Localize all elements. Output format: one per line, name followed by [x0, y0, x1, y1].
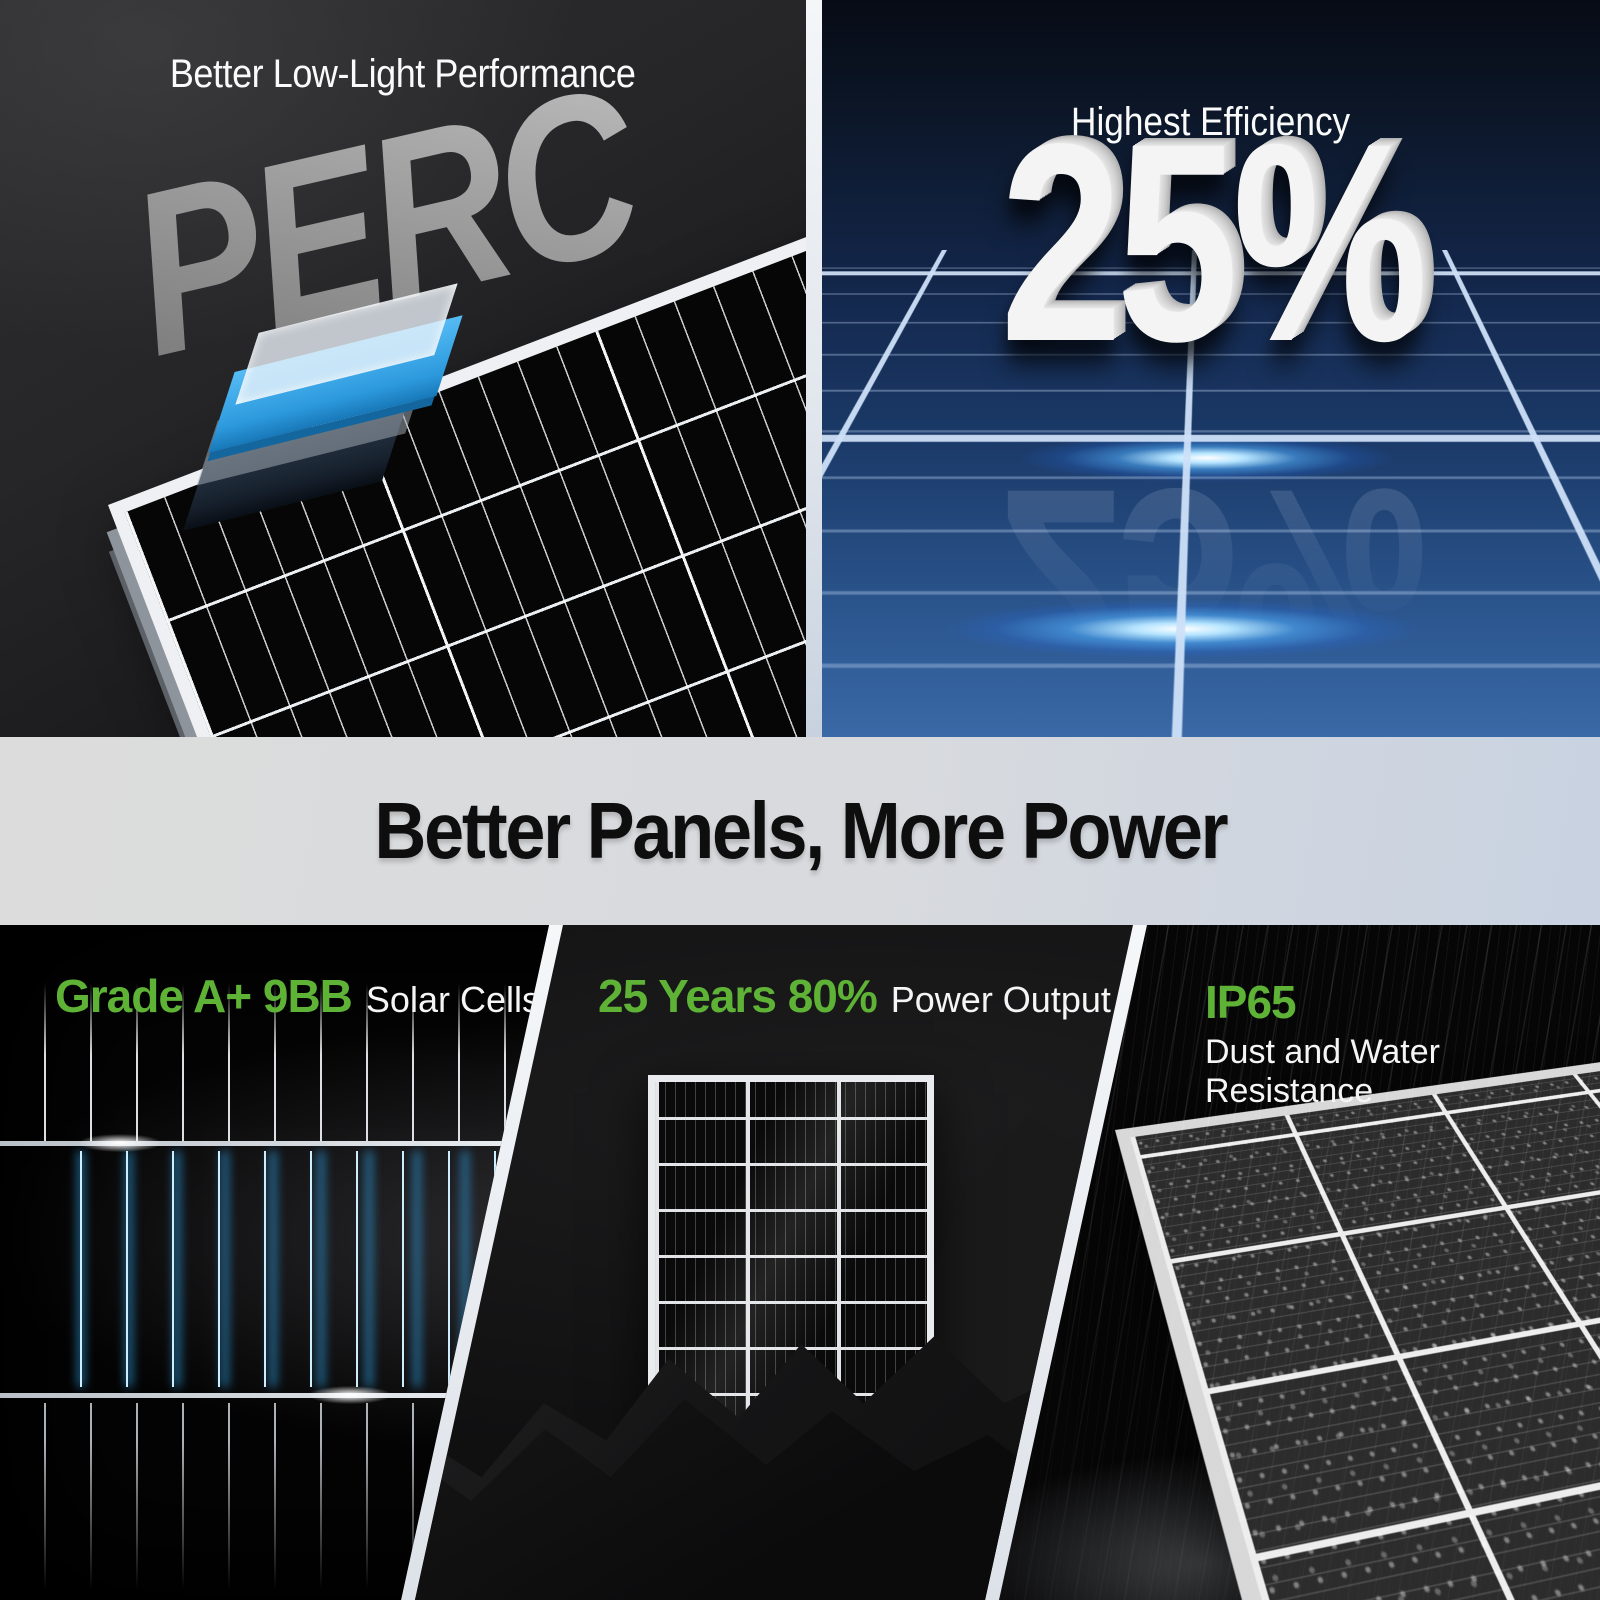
sparkle-highlight: [290, 1382, 410, 1408]
sparkle-highlight: [60, 1130, 180, 1156]
ip65-feature-title: IP65 Dust and Water Resistance: [1205, 975, 1600, 1111]
lens-flare: [972, 428, 1442, 488]
cells-highlight-text: Grade A+ 9BB: [55, 970, 353, 1022]
lens-flare: [882, 592, 1482, 666]
cell-grid-line: [0, 1393, 549, 1398]
efficiency-title: Highest Efficiency: [1071, 100, 1351, 144]
perc-section: Better Low-Light Performance PERC PERC: [0, 0, 806, 737]
vertical-divider: [806, 0, 822, 737]
big-percentage: 25%: [1000, 85, 1428, 400]
warranty-label-text: Power Output: [890, 979, 1111, 1020]
ip65-feature-section: IP65 Dust and Water Resistance: [999, 925, 1600, 1600]
feature-row: Grade A+ 9BB Solar Cells 25 Years 80% Powe…: [0, 925, 1600, 1600]
cells-feature-section: Grade A+ 9BB Solar Cells: [0, 925, 549, 1600]
warranty-feature-title: 25 Years 80% Power Output: [598, 969, 1111, 1023]
ip65-label-text: Dust and Water Resistance: [1205, 1033, 1440, 1110]
ip65-highlight-text: IP65: [1205, 976, 1297, 1028]
cells-label-text: Solar Cells: [365, 979, 540, 1020]
busbar-lines-top: [0, 983, 549, 1143]
perc-section-title: Better Low-Light Performance: [170, 52, 636, 96]
cells-feature-title: Grade A+ 9BB Solar Cells: [55, 969, 540, 1023]
cell-grid-line: [0, 1141, 549, 1146]
headline-text: Better Panels, More Power: [373, 786, 1228, 875]
warranty-highlight-text: 25 Years 80%: [598, 970, 878, 1022]
efficiency-section: 25% 25% Highest Efficiency: [822, 0, 1600, 737]
headline-band: Better Panels, More Power: [0, 737, 1600, 925]
